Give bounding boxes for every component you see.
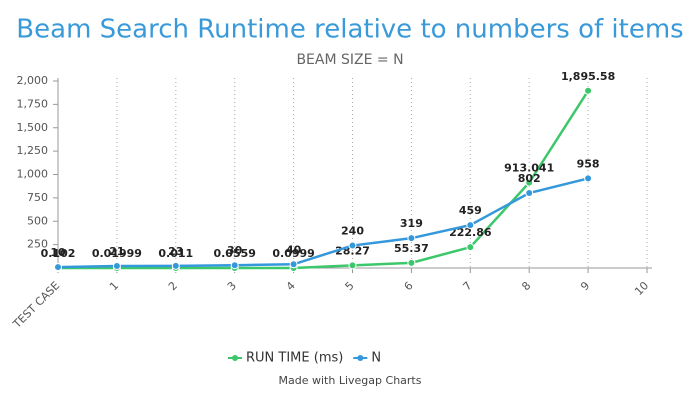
x-tick-label: TEST CASE	[10, 279, 62, 331]
series-line	[57, 90, 590, 270]
data-point	[348, 241, 357, 250]
y-tick-label: 1,250	[17, 144, 49, 157]
data-label: 40	[286, 243, 302, 256]
legend-label: RUN TIME (ms)	[246, 351, 343, 366]
data-label: 0.011	[158, 247, 193, 260]
x-tick-label: 1	[107, 279, 121, 293]
legend-marker	[357, 355, 364, 361]
y-tick-label: 1,500	[17, 121, 49, 134]
data-point	[466, 243, 475, 252]
data-label: 30	[227, 244, 243, 257]
data-label: 319	[400, 217, 423, 230]
data-label: 21	[109, 245, 124, 258]
data-label: 10	[50, 246, 66, 259]
data-point	[525, 189, 534, 198]
x-tick-label: 8	[519, 279, 533, 293]
data-point	[348, 261, 357, 270]
data-point	[54, 263, 62, 272]
x-tick-label: 4	[284, 279, 298, 293]
x-tick-label: 6	[402, 279, 416, 293]
data-point	[584, 86, 593, 95]
data-label: 0.102	[41, 247, 76, 260]
y-tick-label: 2,000	[17, 74, 49, 87]
data-label: 23	[168, 245, 183, 258]
x-tick-label: 10	[632, 279, 651, 298]
data-point	[466, 221, 475, 230]
x-tick-label: 9	[578, 279, 592, 293]
series-line	[57, 177, 589, 269]
data-point	[171, 261, 180, 270]
data-point	[584, 174, 593, 183]
data-label: 1,895.58	[561, 70, 615, 83]
data-label: 913.041	[504, 162, 554, 175]
data-point	[407, 258, 416, 267]
data-point	[112, 262, 121, 271]
chart-subtitle: BEAM SIZE = N	[296, 52, 403, 68]
x-tick-label: 2	[166, 279, 180, 293]
y-tick-label: 500	[27, 214, 48, 227]
data-label: 0.0559	[213, 247, 255, 260]
legend-label: N	[371, 351, 381, 366]
y-tick-label: 250	[27, 238, 48, 251]
data-point	[525, 178, 534, 187]
y-tick-label: 1,000	[17, 168, 49, 181]
legend-marker	[232, 355, 238, 361]
y-tick-label: 750	[27, 191, 48, 204]
data-label: 240	[341, 225, 364, 238]
data-label: 459	[459, 204, 482, 217]
x-tick-label: 7	[460, 279, 474, 293]
x-tick-label: 5	[343, 279, 357, 293]
data-label: 55.37	[394, 242, 429, 255]
data-point	[407, 234, 416, 243]
data-label: 0.0999	[272, 247, 314, 260]
footer: Made with Livegap Charts	[279, 374, 422, 387]
y-tick-label: 1,750	[17, 97, 49, 110]
data-label: 222.86	[449, 226, 492, 239]
x-tick-label: 3	[225, 279, 239, 293]
data-label: 802	[518, 172, 541, 185]
chart-title: Beam Search Runtime relative to numbers …	[16, 15, 683, 45]
data-label: 0.01999	[92, 247, 142, 260]
data-label: 958	[577, 157, 600, 170]
data-point	[289, 260, 298, 269]
data-point	[230, 261, 239, 270]
